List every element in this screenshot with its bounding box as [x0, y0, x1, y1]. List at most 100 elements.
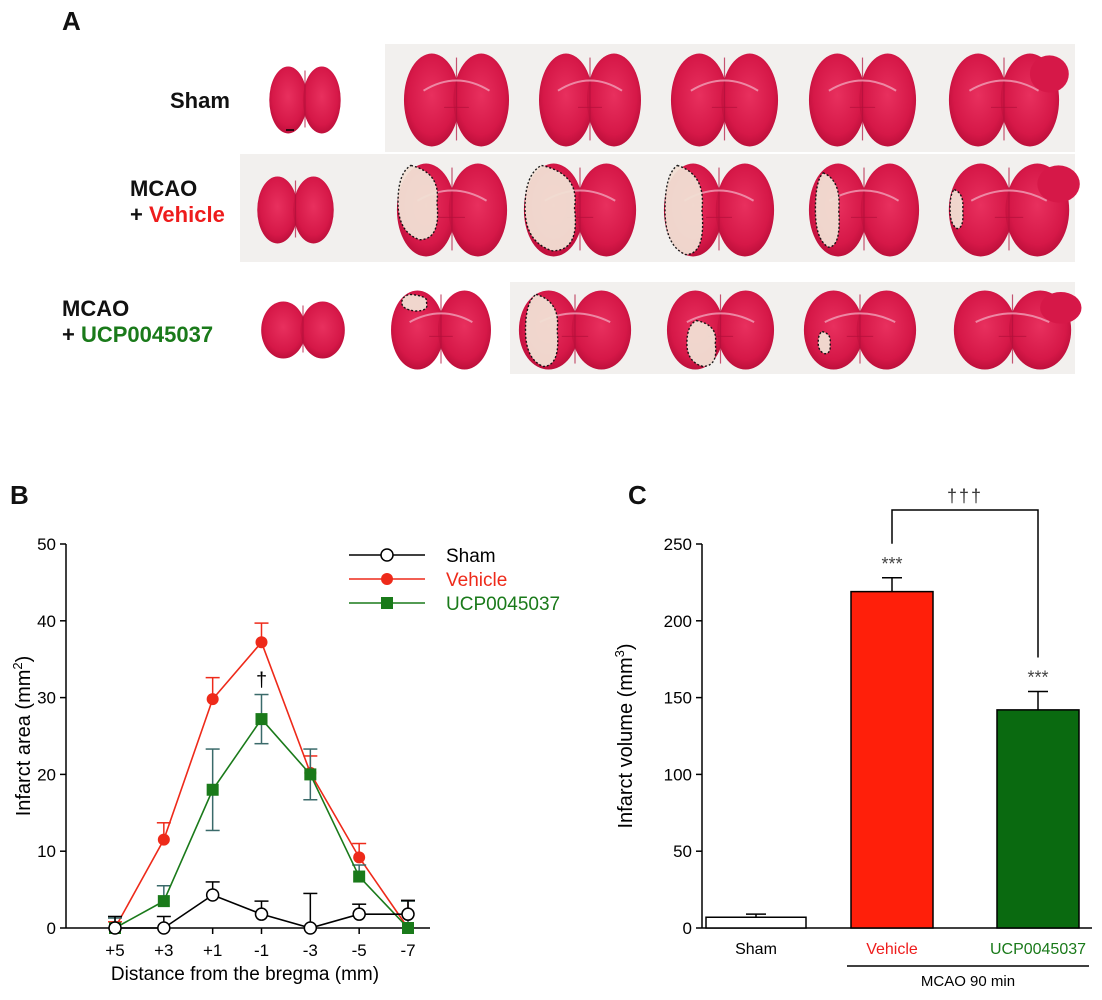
brain-corpus-callosum: [975, 312, 1050, 323]
x-axis-label: Distance from the bregma (mm): [111, 964, 379, 985]
brain-corpus-callosum: [828, 79, 897, 92]
data-point-sham: [352, 907, 366, 921]
data-point-ucp0045037: [157, 895, 170, 908]
data-point-ucp0045037: [304, 768, 317, 781]
y-tick-label: 0: [683, 919, 692, 938]
infarct-region: [814, 172, 840, 248]
category-label: Sham: [735, 941, 777, 958]
legend-marker: [381, 573, 393, 585]
brain-slice-hemisphere: [261, 301, 306, 359]
x-tick-label: -5: [352, 941, 367, 960]
category-label: Vehicle: [866, 941, 918, 958]
row-label-ucp: MCAO + UCP0045037: [62, 296, 213, 348]
infarct-area-line-chart: 0 10 20 30 40 50 +5 +3 +1 -1 -3 -5 -7 Distance from t…: [10, 535, 560, 985]
x-tick-label: -7: [400, 941, 415, 960]
legend-marker: [381, 597, 393, 609]
brain-corpus-callosum: [409, 312, 473, 323]
brain-slice-hemisphere: [948, 163, 1013, 257]
brain-slice-hemisphere: [859, 53, 917, 147]
row-label-vehicle-line1: MCAO: [130, 176, 198, 201]
brain-slice-hemisphere: [860, 163, 920, 257]
y-tick-label: 50: [37, 535, 56, 554]
y-tick-label: 10: [37, 842, 56, 861]
significance-stars: ***: [1027, 667, 1048, 687]
infarct-region: [401, 293, 428, 312]
brain-slice-lobe: [1040, 292, 1082, 324]
infarct-region: [664, 164, 704, 256]
brain-slice-hemisphere: [438, 290, 491, 370]
panel-b-letter: B: [10, 480, 29, 510]
y-tick-label: 100: [664, 765, 692, 784]
data-point-ucp0045037: [353, 870, 366, 883]
x-tick-label: +5: [105, 941, 124, 960]
brain-slice-hemisphere: [808, 53, 866, 147]
legend-label: Vehicle: [446, 570, 507, 591]
row-label-vehicle-prefix: +: [130, 202, 149, 227]
x-tick-label: +3: [154, 941, 173, 960]
category-label: UCP0045037: [990, 941, 1086, 958]
brain-slice-photographs: [240, 44, 1082, 374]
brain-slice-hemisphere: [453, 53, 510, 147]
data-point-sham: [254, 907, 269, 921]
brain-slice-hemisphere: [587, 53, 641, 147]
brain-slice-lobe: [1029, 55, 1069, 93]
row-label-ucp-line1: MCAO: [62, 296, 130, 321]
infarct-region: [686, 319, 717, 368]
infarct-region: [397, 164, 439, 241]
row-label-sham-text: Sham: [170, 88, 230, 113]
brain-corpus-callosum: [968, 79, 1040, 92]
brain-corpus-callosum: [557, 79, 623, 92]
brain-slice-hemisphere: [257, 176, 298, 244]
infarct-region: [817, 330, 831, 355]
y-axis-label: Infarct volume (mm3): [612, 643, 637, 828]
infarct-region: [949, 188, 964, 230]
bar-ucp0045037: [996, 709, 1080, 929]
bracket-daggers: †††: [947, 486, 983, 506]
brain-slice-hemisphere: [403, 53, 460, 147]
y-tick-label: 150: [664, 689, 692, 708]
data-point-sham: [108, 921, 122, 935]
brain-slice-hemisphere: [300, 301, 345, 359]
brain-corpus-callosum: [690, 79, 759, 92]
comparison-bracket: [891, 509, 1039, 658]
data-point-ucp0045037: [255, 713, 268, 726]
legend-label: UCP0045037: [446, 594, 560, 615]
data-point-vehicle: [157, 833, 170, 846]
x-tick-label: +1: [203, 941, 222, 960]
row-label-vehicle: MCAO + Vehicle: [130, 176, 225, 228]
row-label-sham: Sham: [170, 88, 230, 114]
infarct-region: [524, 293, 559, 368]
brain-slice-lobe: [1037, 165, 1080, 203]
x-tick-label: -1: [254, 941, 269, 960]
data-point-vehicle: [206, 693, 219, 706]
significance-stars: ***: [881, 554, 902, 574]
bar-sham: [705, 916, 807, 929]
data-point-sham: [157, 921, 171, 935]
y-tick-label: 250: [664, 535, 692, 554]
y-tick-label: 30: [37, 689, 56, 708]
panel-c-letter: C: [628, 480, 647, 510]
brain-slice-hemisphere: [448, 163, 508, 257]
brain-slice-hemisphere: [721, 53, 779, 147]
brain-corpus-callosum: [686, 312, 755, 323]
brain-slice-hemisphere: [953, 290, 1016, 370]
y-tick-label: 20: [37, 765, 56, 784]
data-point-sham: [303, 921, 318, 935]
group-label: MCAO 90 min: [921, 973, 1015, 990]
legend-marker: [380, 548, 394, 562]
x-tick-label: -3: [303, 941, 318, 960]
brain-slice-hemisphere: [948, 53, 1008, 147]
brain-slice-hemisphere: [293, 176, 334, 244]
panel-a-letter: A: [62, 6, 81, 36]
legend-label: Sham: [446, 546, 496, 567]
data-point-sham: [205, 888, 220, 902]
infarct-region: [524, 164, 577, 252]
data-point-sham: [401, 907, 415, 921]
data-point-ucp0045037: [206, 783, 219, 796]
brain-corpus-callosum: [970, 189, 1048, 202]
bar-vehicle: [850, 590, 934, 929]
brain-slice-hemisphere: [576, 163, 637, 257]
y-axis-label: Infarct area (mm2): [10, 656, 35, 817]
brain-slice-hemisphere: [670, 53, 728, 147]
brain-corpus-callosum: [824, 312, 896, 323]
